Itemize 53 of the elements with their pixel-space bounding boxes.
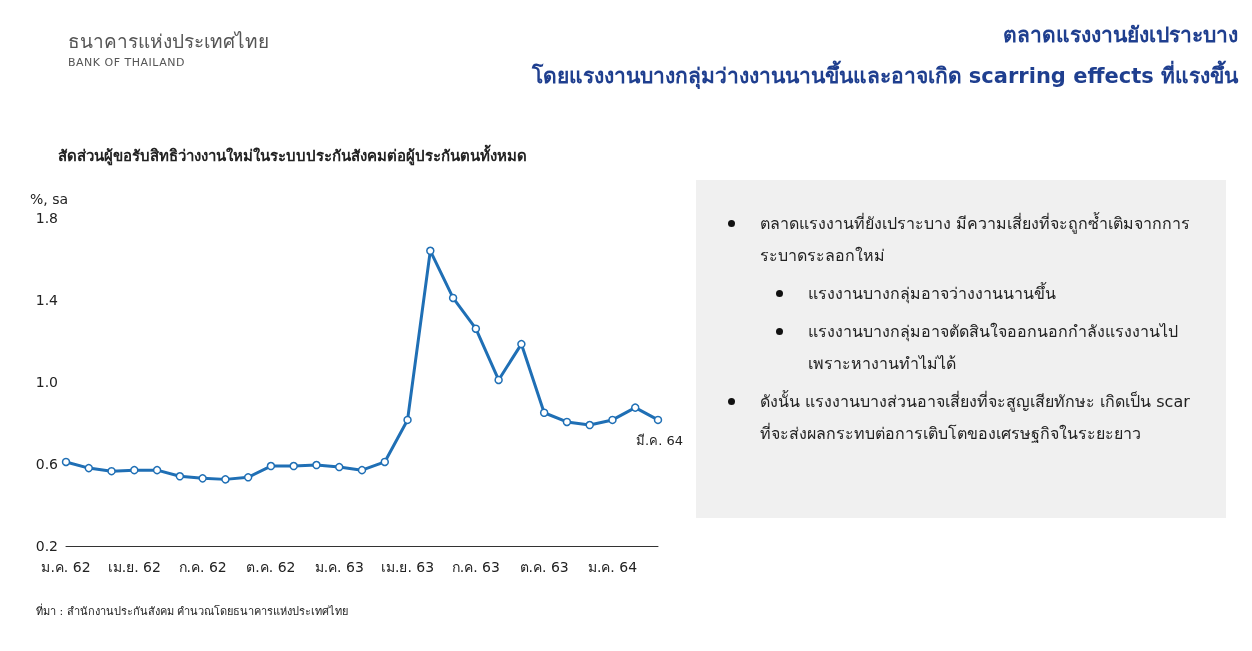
text: ดังนั้น แรงงานบางส่วนอาจเสี่ยงที่จะสูญเสียทักษะ เกิดเป็น scar ที่จะส่งผลกระทบต่อการเติบโตของเศรษฐกิจในระยะยาว <box>760 389 1191 445</box>
point <box>471 324 481 333</box>
text: โดยแรงงานบางกลุ่มว่างงานนานขึ้นและอาจเกิด scarring effects ที่แรงขึ้น <box>531 59 1238 91</box>
point <box>61 457 71 467</box>
y-tick-label: 0.2 <box>35 538 58 554</box>
x-tick-label: เม.ย. 63 <box>380 559 435 575</box>
x-tick-label: ม.ค. 63 <box>314 559 364 575</box>
text: ที่มา : สำนักงานประกันสังคม คำนวณโดยธนาคารแห่งประเทศไทย <box>36 602 349 620</box>
point <box>266 461 276 471</box>
text: แรงงานบางกลุ่มอาจว่างงานนานขึ้น <box>808 281 1056 306</box>
point <box>517 339 526 349</box>
y-tick-label: 1.8 <box>35 210 58 226</box>
x-tick-label: ม.ค. 64 <box>587 559 638 575</box>
point <box>312 460 321 470</box>
point <box>426 246 435 256</box>
text: สัดส่วนผู้ขอรับสิทธิว่างงานใหม่ในระบบประกันสังคมต่อผู้ประกันตนทั้งหมด <box>58 143 527 166</box>
point <box>585 420 594 430</box>
x-tick-label: ก.ค. 63 <box>451 559 500 575</box>
point <box>152 465 162 475</box>
text: ตลาดแรงงานที่ยังเปราะบาง มีความเสี่ยงที่จะถูกซ้ำเติมจากการระบาดระลอกใหม่ <box>760 211 1192 267</box>
y-tick-label: 0.6 <box>35 456 59 472</box>
text: ตลาดแรงงานยังเปราะบาง <box>1002 22 1238 49</box>
y-tick-label: 1.0 <box>35 374 58 390</box>
point <box>403 415 412 425</box>
point <box>357 465 367 475</box>
point <box>630 403 640 412</box>
x-tick-label: เม.ย. 62 <box>107 559 161 575</box>
point <box>608 415 617 425</box>
y-tick-label: 1.4 <box>35 292 59 308</box>
point <box>289 461 298 471</box>
text: แรงงานบางกลุ่มอาจตัดสินใจออกนอกกำลังแรงงานไป เพราะหางานทำไม่ได้ <box>808 321 1179 375</box>
point <box>84 463 94 473</box>
x-tick-label: ม.ค. 62 <box>41 559 91 575</box>
point <box>448 293 458 303</box>
point <box>380 457 390 467</box>
point <box>334 462 344 472</box>
point <box>539 408 549 417</box>
point <box>653 415 663 425</box>
point <box>494 375 503 385</box>
point <box>243 473 253 482</box>
text: BANK OF THAILAND <box>68 56 186 69</box>
text: ธนาคารแห่งประเทศไทย <box>68 29 269 54</box>
point <box>562 417 572 427</box>
point <box>130 465 139 475</box>
y-axis-title: %, sa <box>30 191 69 207</box>
point <box>107 466 116 476</box>
point <box>221 475 230 484</box>
x-tick-label: ต.ค. 63 <box>519 559 569 575</box>
x-tick-label: ก.ค. 62 <box>178 559 227 575</box>
x-tick-label: ต.ค. 62 <box>246 559 296 575</box>
point <box>175 472 185 481</box>
point <box>198 474 207 483</box>
annotation: มี.ค. 64 <box>636 432 683 448</box>
